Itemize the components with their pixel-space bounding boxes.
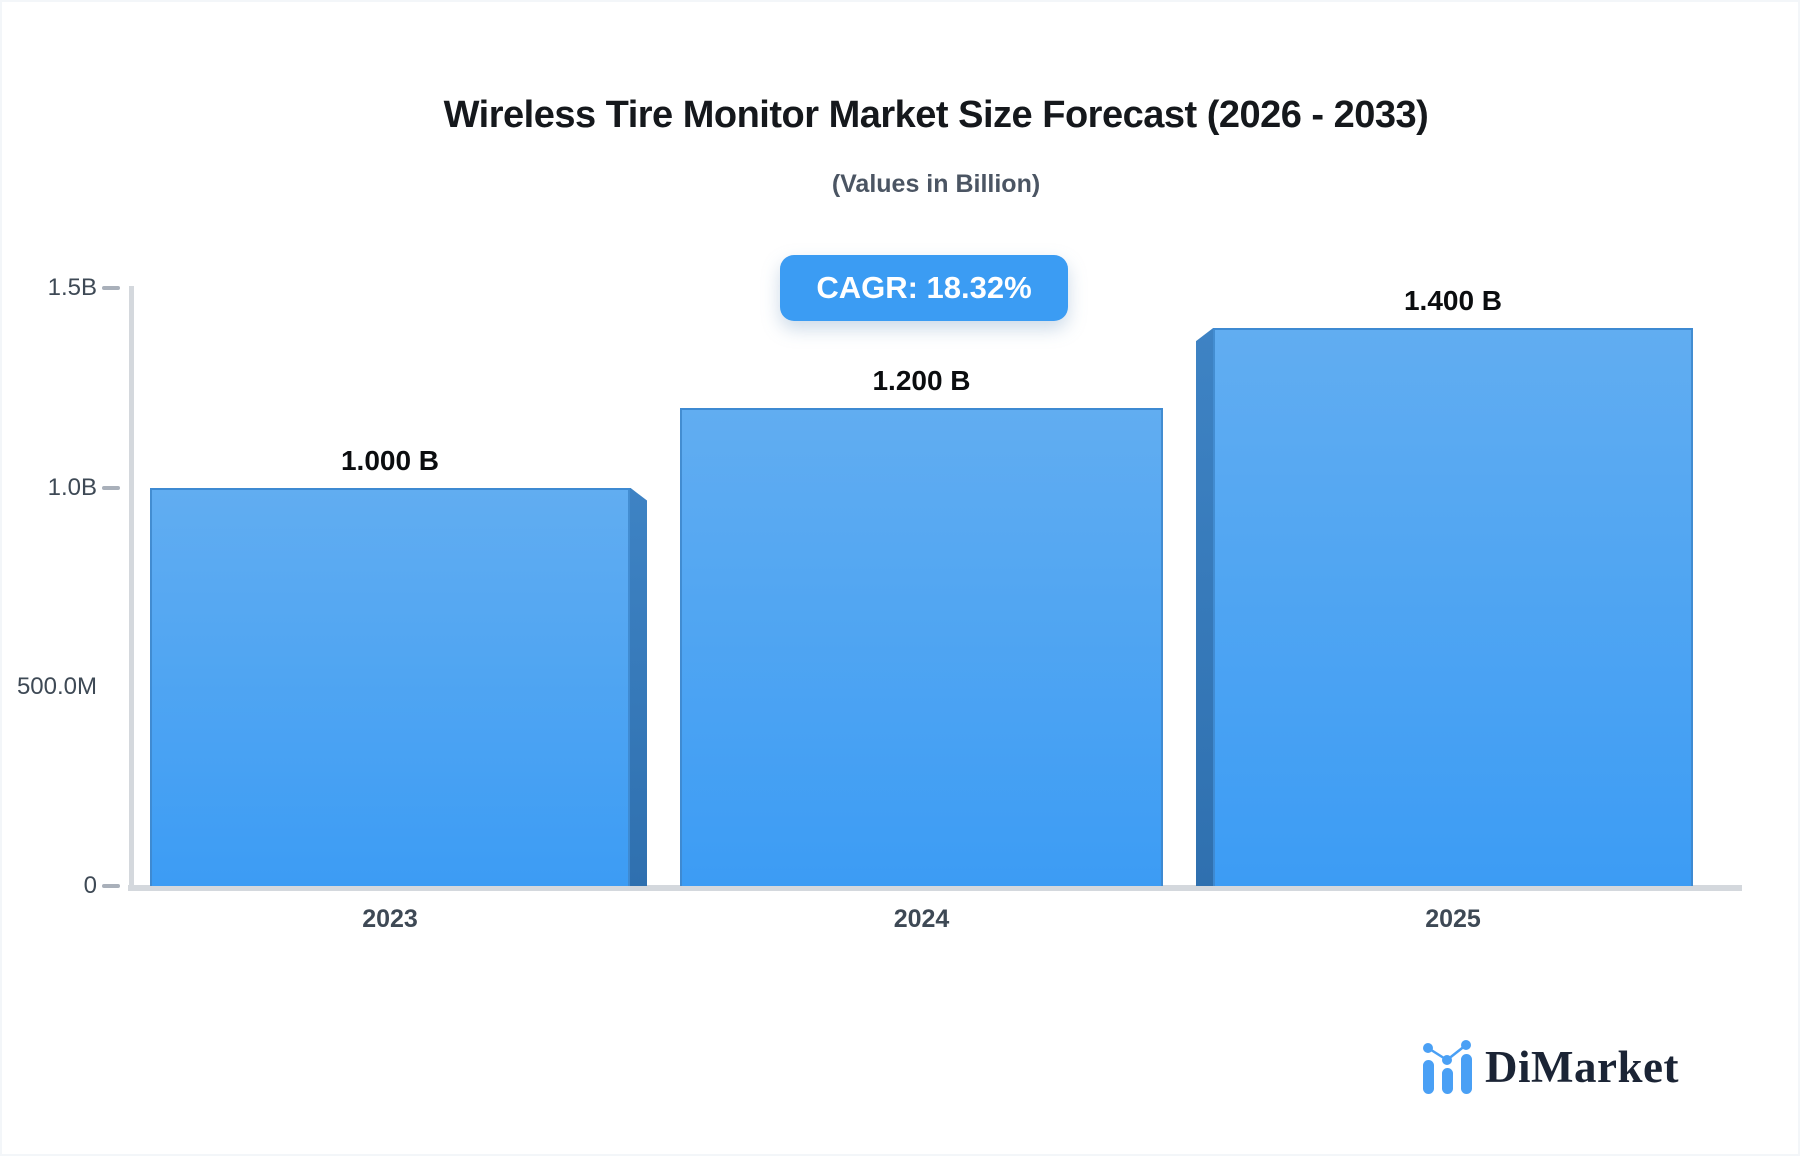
x-axis-label-2024: 2024 — [893, 905, 950, 933]
bar-value-label-2023: 1.000 B — [340, 444, 440, 476]
bar-2024[interactable] — [680, 407, 1163, 886]
y-axis-line — [129, 286, 134, 886]
bar-value-label-2025: 1.400 B — [1403, 285, 1503, 317]
bar-2025[interactable] — [1213, 328, 1693, 886]
y-axis-tick-label: 500.0M — [16, 672, 97, 700]
bar-chart-trend-icon — [1423, 1040, 1472, 1094]
logo-text: DiMarket — [1485, 1042, 1679, 1092]
y-axis-tick-label: 0 — [83, 872, 97, 899]
cagr-badge-label: CAGR: 18.32% — [816, 270, 1032, 305]
bar-2025-side — [1196, 328, 1213, 886]
cagr-badge: CAGR: 18.32% — [780, 255, 1068, 321]
bar-2023-side — [630, 487, 647, 886]
bar-2023[interactable] — [150, 487, 630, 886]
y-axis-tick-mark — [102, 884, 120, 888]
x-axis-label-2023: 2023 — [362, 905, 418, 933]
x-axis-label-2025: 2025 — [1425, 905, 1481, 933]
y-axis-tick-label: 1.5B — [47, 274, 97, 302]
x-axis-line — [128, 885, 1742, 891]
dimarket-logo: DiMarket — [1422, 1036, 1679, 1098]
chart-title: Wireless Tire Monitor Market Size Foreca… — [443, 94, 1429, 136]
bar-value-label-2024: 1.200 B — [872, 364, 971, 396]
y-axis-tick-mark — [102, 286, 120, 291]
y-axis-tick-mark — [102, 485, 120, 490]
y-axis-tick-label: 1.0B — [47, 473, 97, 501]
chart-subtitle: (Values in Billion) — [831, 170, 1041, 198]
